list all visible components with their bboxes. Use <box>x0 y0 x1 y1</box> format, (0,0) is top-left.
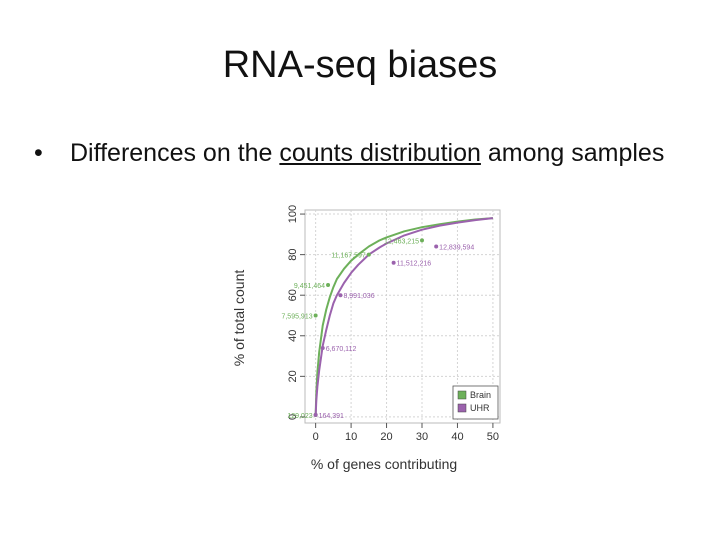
annotation-label: 11,167,597 <box>331 253 366 260</box>
legend: Brain UHR <box>452 385 499 420</box>
annotation-point <box>391 260 396 265</box>
x-tick-label: 40 <box>451 431 463 443</box>
y-tick-label: 40 <box>287 330 299 342</box>
x-axis: 0 10 20 30 40 50 <box>313 423 499 443</box>
annotation-point <box>313 313 318 318</box>
annotation-point <box>338 293 343 298</box>
bullet-text-pre: Differences on the <box>70 139 280 167</box>
point-annotations: 129,023 164,391 7,595,913 6,670,112 9,451,46… <box>281 238 474 420</box>
annotation-point <box>420 238 424 243</box>
bullet-text-underlined: counts distribution <box>279 139 481 167</box>
x-tick-label: 10 <box>345 431 357 443</box>
annotation-label: 11,512,216 <box>397 261 432 268</box>
annotation-label: 164,391 <box>319 413 344 420</box>
y-axis: 0 20 40 60 80 100 <box>287 205 305 420</box>
x-tick-label: 0 <box>313 431 319 443</box>
annotation-point <box>434 244 439 249</box>
annotation-label: 129,023 <box>287 413 312 420</box>
annotation-label: 12,839,594 <box>439 245 474 252</box>
y-tick-label: 100 <box>287 205 299 223</box>
y-axis-label: % of total count <box>231 270 247 367</box>
y-tick-label: 0 <box>287 414 299 420</box>
annotation-point <box>326 283 331 288</box>
bullet-text-post: among samples <box>480 139 665 167</box>
x-axis-label: % of genes contributing <box>311 456 457 472</box>
annotation-label: 9,451,464 <box>294 283 325 290</box>
x-tick-label: 30 <box>416 431 428 443</box>
x-tick-label: 20 <box>380 431 392 443</box>
x-tick-label: 50 <box>487 431 499 443</box>
annotation-label: 6,670,112 <box>326 346 357 353</box>
cumulative-count-chart: 0 20 40 60 80 100 0 10 20 30 40 50 129,023 164,391 7… <box>231 205 501 472</box>
series-lines <box>314 217 494 417</box>
legend-swatch-brain <box>457 390 467 400</box>
annotation-point <box>366 252 371 257</box>
bullet-marker: • <box>34 139 43 167</box>
legend-swatch-uhr <box>457 403 467 413</box>
bullet-text: Differences on the counts distribution a… <box>70 136 710 170</box>
legend-label-uhr: UHR <box>470 403 490 413</box>
legend-label-brain: Brain <box>470 390 491 400</box>
slide-title: RNA-seq biases <box>222 44 498 86</box>
y-tick-label: 80 <box>287 249 299 261</box>
annotation-label: 12,463,215 <box>384 238 419 245</box>
series-line-uhr <box>314 217 494 417</box>
y-tick-label: 60 <box>287 289 299 301</box>
annotation-point <box>320 345 325 350</box>
annotation-point <box>313 412 318 417</box>
annotation-label: 7,595,913 <box>281 313 312 320</box>
series-line-brain <box>314 217 493 417</box>
y-tick-label: 20 <box>287 370 299 382</box>
annotation-label: 8,991,036 <box>343 293 374 300</box>
